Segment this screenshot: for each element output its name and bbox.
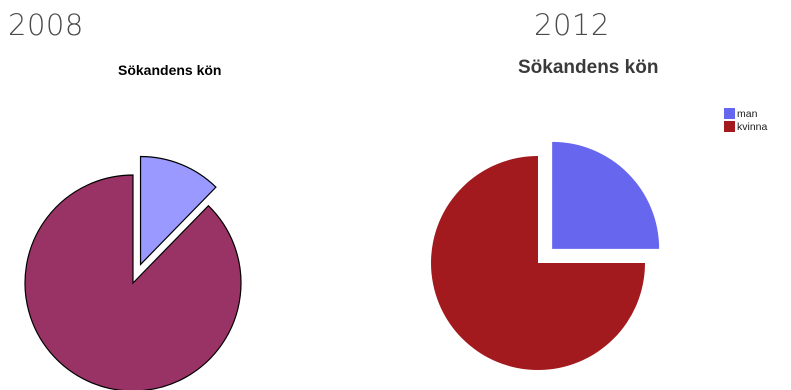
legend-label-man: man — [737, 107, 758, 120]
legend-swatch-kvinna — [724, 121, 735, 132]
chart-2008-title: Sökandens kön — [118, 62, 222, 78]
legend-item-kvinna: kvinna — [724, 120, 767, 133]
pie-slice-man — [552, 141, 660, 249]
legend-swatch-man — [724, 108, 735, 119]
chart-2012-title: Sökandens kön — [518, 57, 659, 78]
pie-slice-slice-1 — [24, 174, 242, 390]
legend-item-man: man — [724, 107, 767, 120]
legend-label-kvinna: kvinna — [737, 120, 768, 133]
chart-2008-heading: 2008 — [8, 8, 84, 42]
pie-slice-slice-0 — [139, 155, 217, 266]
chart-2012-legend: man kvinna — [724, 107, 767, 133]
pie-slice-kvinna — [431, 156, 645, 370]
chart-2012-heading: 2012 — [534, 8, 610, 42]
